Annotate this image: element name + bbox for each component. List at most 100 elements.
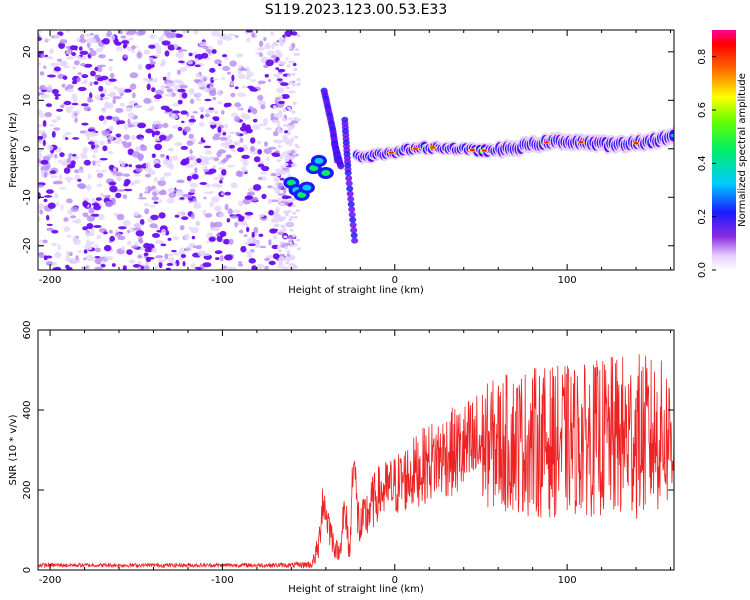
noise-blob [59, 39, 68, 44]
noise-blob [63, 226, 71, 233]
streak-blob [346, 190, 354, 197]
noise-blob [246, 71, 254, 77]
carrier-hotspot [578, 141, 584, 144]
noise-blob [272, 120, 277, 124]
noise-blob [151, 87, 156, 93]
noise-blob [131, 134, 136, 141]
noise-blob [71, 113, 75, 119]
noise-blob [46, 227, 54, 232]
noise-blob [277, 263, 284, 269]
noise-blob [268, 146, 277, 150]
noise-blob [146, 83, 151, 91]
noise-blob [74, 169, 80, 174]
noise-blob [250, 145, 255, 152]
noise-blob [98, 213, 105, 221]
noise-blob [287, 117, 294, 121]
noise-blob [286, 64, 291, 68]
noise-blob [121, 140, 128, 145]
snr-xtick-label: 100 [558, 575, 577, 586]
noise-blob [215, 257, 220, 261]
noise-blob [116, 176, 122, 182]
noise-blob [47, 202, 56, 209]
noise-blob [296, 118, 301, 122]
noise-blob [153, 160, 159, 163]
noise-blob [277, 193, 286, 196]
noise-blob [92, 160, 96, 166]
noise-blob [108, 58, 114, 62]
noise-blob [217, 160, 222, 165]
noise-blob [66, 84, 74, 90]
noise-blob [149, 204, 156, 208]
noise-blob [261, 165, 270, 172]
noise-blob [245, 66, 251, 73]
noise-blob [71, 102, 79, 106]
noise-blob [276, 122, 281, 128]
noise-blob [248, 243, 256, 247]
noise-blob [63, 217, 69, 222]
noise-blob [181, 120, 185, 124]
noise-blob [83, 155, 88, 159]
noise-blob [149, 223, 158, 229]
noise-blob [245, 224, 249, 227]
noise-blob [152, 120, 162, 125]
noise-blob [282, 266, 290, 270]
noise-blob [51, 229, 59, 234]
noise-blob [73, 112, 78, 117]
noise-blob [281, 151, 290, 158]
noise-blob [184, 246, 193, 252]
streak-blob [347, 201, 355, 208]
noise-blob [289, 199, 294, 203]
noise-blob [161, 40, 171, 46]
noise-blob [46, 189, 54, 194]
noise-blob [281, 225, 286, 229]
noise-blob [109, 229, 113, 234]
noise-blob [57, 159, 63, 164]
noise-blob [260, 104, 266, 110]
noise-blob [283, 235, 288, 239]
noise-blob [155, 123, 163, 129]
noise-blob [162, 158, 169, 166]
noise-blob [273, 113, 278, 117]
noise-blob [283, 198, 287, 202]
noise-blob [291, 83, 296, 87]
noise-blob [240, 245, 247, 253]
streak-blob [351, 237, 359, 244]
noise-blob [98, 85, 104, 92]
noise-blob [252, 118, 258, 123]
noise-blob [172, 155, 179, 161]
noise-blob [179, 84, 188, 89]
noise-blob [197, 257, 201, 260]
noise-blob [285, 195, 292, 199]
noise-blob [88, 141, 95, 145]
noise-blob [90, 70, 96, 77]
noise-blob [167, 71, 171, 77]
noise-blob [286, 170, 290, 173]
noise-blob [75, 255, 79, 261]
noise-blob [77, 178, 82, 182]
noise-blob [217, 91, 222, 96]
noise-blob [160, 84, 166, 91]
noise-blob [290, 163, 298, 168]
noise-blob [128, 37, 134, 41]
noise-blob [237, 170, 244, 178]
noise-blob [275, 213, 280, 217]
noise-blob [266, 156, 270, 161]
noise-blob [280, 37, 284, 41]
noise-blob [203, 77, 207, 82]
noise-blob [63, 100, 72, 106]
noise-blob [282, 109, 287, 112]
noise-blob [70, 155, 80, 160]
noise-blob [134, 242, 139, 247]
streak-blob [350, 232, 358, 239]
noise-blob [212, 96, 217, 101]
noise-blob [90, 228, 95, 235]
spectrogram-marks [38, 30, 674, 270]
noise-blob [60, 203, 64, 211]
noise-blob [226, 71, 231, 75]
noise-blob [170, 114, 179, 120]
noise-blob [162, 123, 169, 128]
noise-blob [260, 171, 267, 175]
noise-blob [203, 145, 212, 149]
noise-blob [82, 200, 89, 208]
noise-blob [281, 94, 290, 99]
